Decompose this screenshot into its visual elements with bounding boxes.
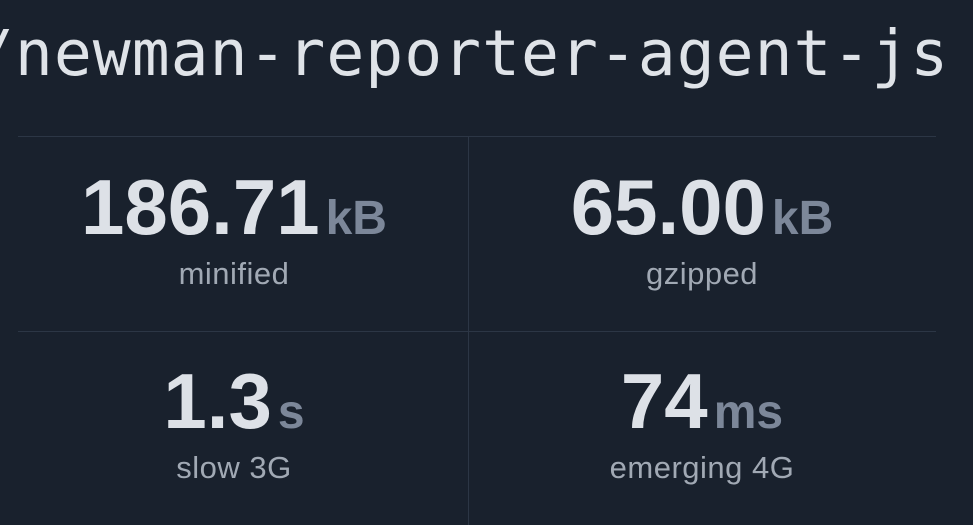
- package-name: /newman-reporter-agent-js: [0, 17, 950, 90]
- stat-unit: ms: [713, 386, 784, 439]
- divider-top: [18, 136, 936, 137]
- stat-gzipped: 65.00 kB gzipped: [477, 168, 927, 292]
- stat-emerging-4g: 74 ms emerging 4G: [477, 362, 927, 486]
- stat-unit: kB: [771, 192, 834, 245]
- stat-unit: kB: [325, 192, 387, 245]
- stat-unit: s: [277, 386, 305, 439]
- divider-middle: [18, 331, 936, 332]
- divider-vertical: [468, 136, 469, 525]
- stat-label: minified: [178, 256, 290, 291]
- stat-value: 74: [620, 357, 708, 445]
- stat-minified: 186.71 kB minified: [9, 168, 459, 292]
- stat-value: 186.71: [81, 163, 320, 251]
- stat-label: emerging 4G: [609, 450, 795, 485]
- stat-value: 1.3: [163, 357, 272, 445]
- stat-slow-3g: 1.3 s slow 3G: [9, 362, 459, 486]
- stat-value: 65.00: [570, 163, 766, 251]
- stat-label: gzipped: [645, 256, 759, 291]
- stat-label: slow 3G: [176, 450, 292, 485]
